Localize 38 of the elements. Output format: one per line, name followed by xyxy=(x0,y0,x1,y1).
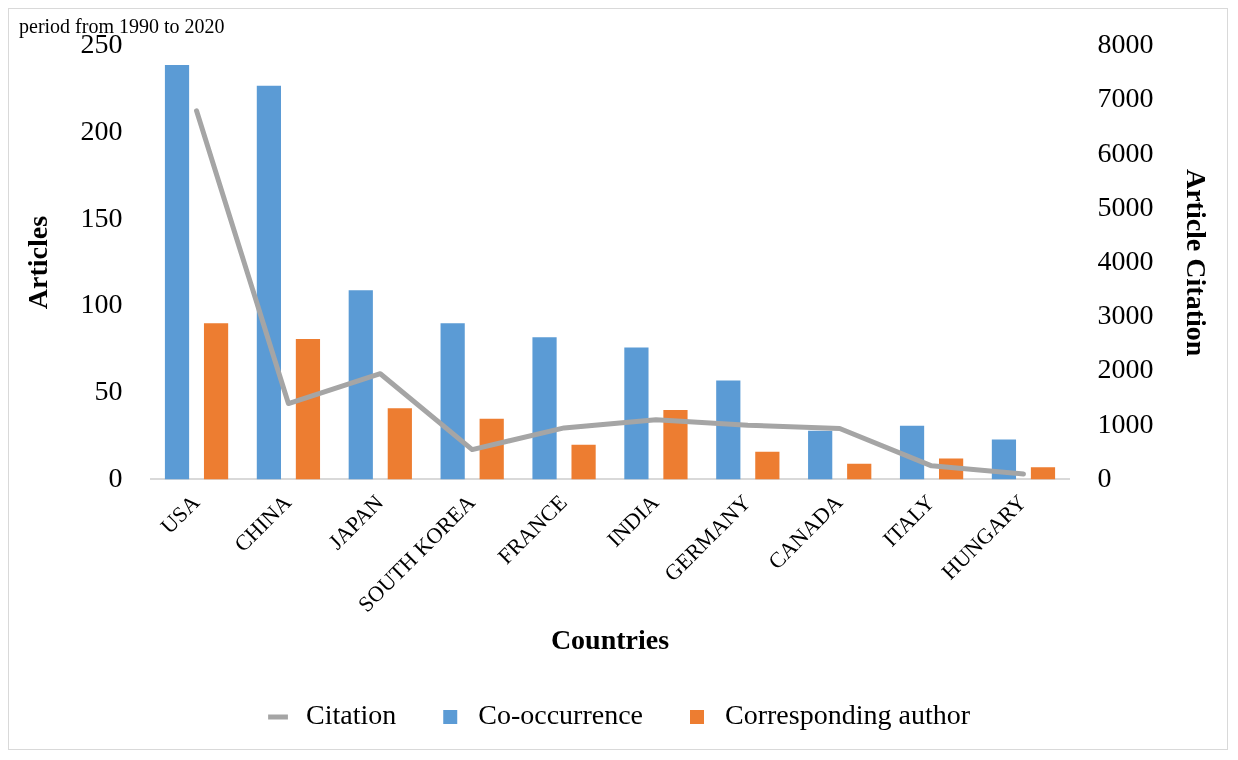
bar xyxy=(755,451,780,480)
y2-tick-label: 0 xyxy=(1097,461,1112,493)
y-tick-label: 100 xyxy=(80,288,123,320)
bar xyxy=(808,430,833,480)
y2-tick-label: 3000 xyxy=(1097,299,1154,331)
bar xyxy=(387,408,412,480)
bar xyxy=(571,444,596,480)
y2-tick-label: 5000 xyxy=(1097,190,1154,222)
y2-tick-label: 4000 xyxy=(1097,244,1154,276)
bar xyxy=(624,347,649,480)
y2-tick-label: 2000 xyxy=(1097,353,1154,385)
bar xyxy=(203,323,229,480)
y2-axis-title: Article Citation xyxy=(1180,168,1212,357)
legend-label: Citation xyxy=(306,699,397,731)
bar xyxy=(348,290,373,480)
x-tick-label: USA xyxy=(155,489,205,539)
y-tick-label: 50 xyxy=(94,375,123,407)
bar xyxy=(440,323,465,480)
bar xyxy=(847,463,872,480)
y-tick-label: 0 xyxy=(108,461,123,493)
bar xyxy=(1030,467,1056,480)
y2-tick-label: 1000 xyxy=(1097,407,1154,439)
bar xyxy=(716,380,741,480)
bar xyxy=(256,85,281,480)
bar xyxy=(479,418,504,480)
y-tick-label: 150 xyxy=(80,201,123,233)
bar xyxy=(164,64,190,480)
bar xyxy=(532,337,557,480)
y-axis-title: Articles xyxy=(22,215,54,310)
y2-tick-label: 7000 xyxy=(1097,82,1154,114)
y2-tick-label: 8000 xyxy=(1097,28,1154,60)
legend-label: Co-occurrence xyxy=(478,699,644,731)
bar xyxy=(295,338,321,480)
y2-tick-label: 6000 xyxy=(1097,136,1154,168)
bar xyxy=(663,410,688,480)
x-axis-title: Countries xyxy=(550,624,670,656)
legend-label: Corresponding author xyxy=(725,699,971,731)
y-tick-label: 200 xyxy=(80,114,123,146)
